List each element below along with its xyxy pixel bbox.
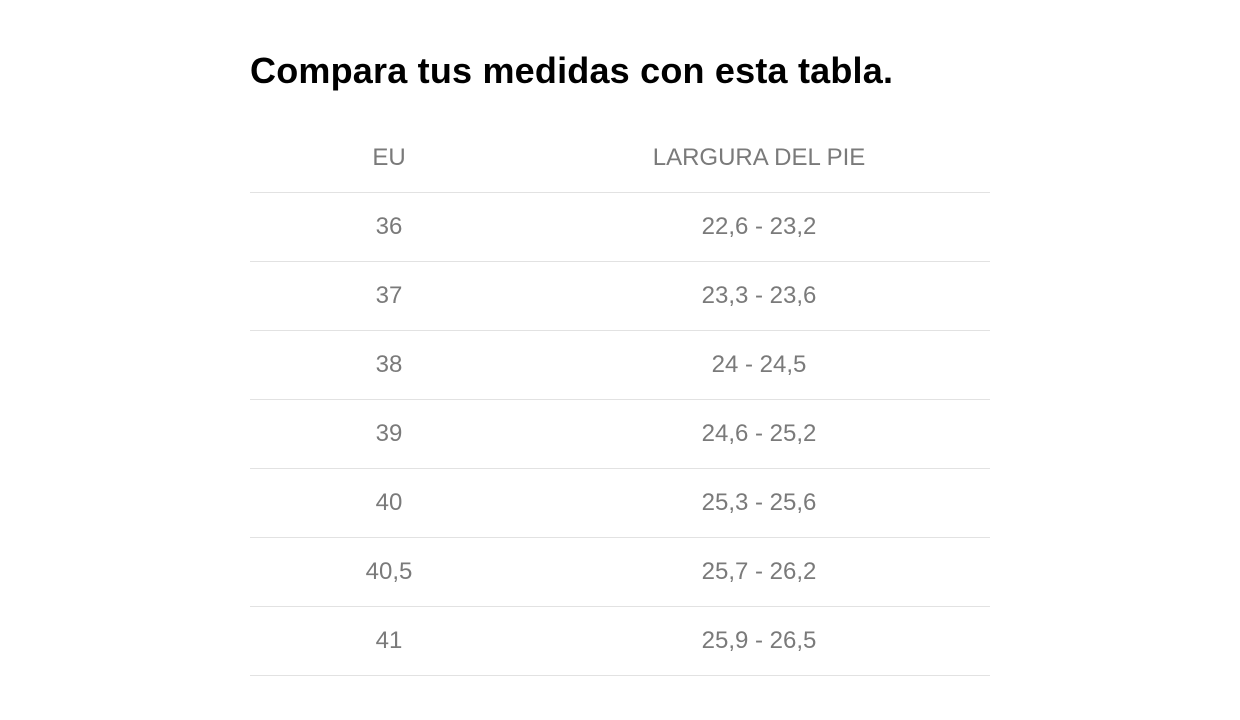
cell-foot-length: 23,3 - 23,6	[528, 261, 990, 331]
table-row: 38 24 - 24,5	[250, 330, 990, 400]
cell-eu-size: 41	[250, 606, 528, 676]
column-header-foot-length: LARGURA DEL PIE	[528, 124, 990, 193]
cell-eu-size: 40	[250, 468, 528, 538]
table-row: 39 24,6 - 25,2	[250, 399, 990, 469]
cell-foot-length: 24 - 24,5	[528, 330, 990, 400]
cell-eu-size: 38	[250, 330, 528, 400]
cell-eu-size: 39	[250, 399, 528, 469]
table-row: 40,5 25,7 - 26,2	[250, 537, 990, 607]
cell-foot-length: 25,9 - 26,5	[528, 606, 990, 676]
column-header-eu: EU	[250, 124, 528, 193]
cell-eu-size: 37	[250, 261, 528, 331]
cell-foot-length: 25,3 - 25,6	[528, 468, 990, 538]
table-row: 41 25,9 - 26,5	[250, 606, 990, 676]
table-body: 36 22,6 - 23,2 37 23,3 - 23,6 38 24 - 24…	[250, 192, 990, 676]
table-row: 40 25,3 - 25,6	[250, 468, 990, 538]
cell-eu-size: 36	[250, 192, 528, 262]
cell-foot-length: 22,6 - 23,2	[528, 192, 990, 262]
cell-foot-length: 24,6 - 25,2	[528, 399, 990, 469]
page-title: Compara tus medidas con esta tabla.	[250, 50, 894, 91]
cell-foot-length: 25,7 - 26,2	[528, 537, 990, 607]
table-header: EU LARGURA DEL PIE	[250, 124, 990, 193]
table-row: 36 22,6 - 23,2	[250, 192, 990, 262]
header-row: EU LARGURA DEL PIE	[250, 124, 990, 193]
cell-eu-size: 40,5	[250, 537, 528, 607]
table-row: 37 23,3 - 23,6	[250, 261, 990, 331]
size-chart-table: EU LARGURA DEL PIE 36 22,6 - 23,2 37 23,…	[250, 124, 990, 676]
